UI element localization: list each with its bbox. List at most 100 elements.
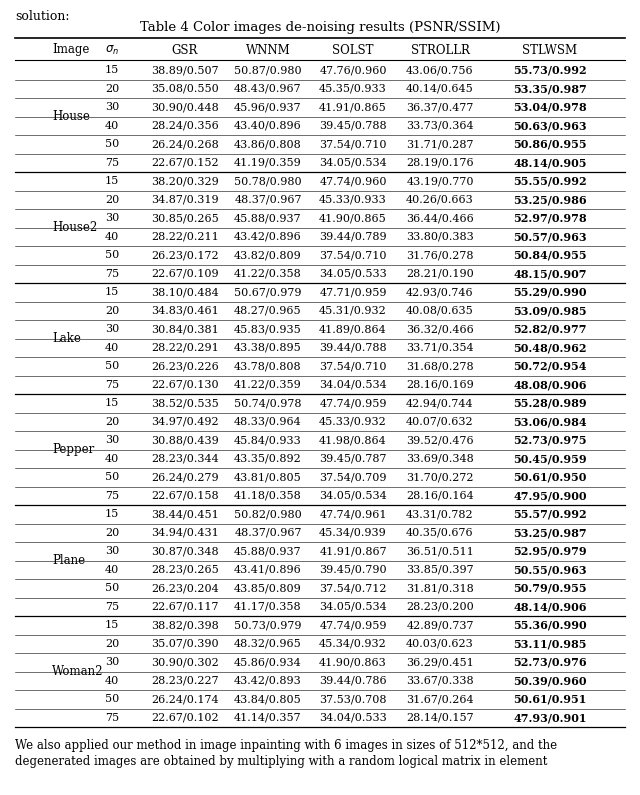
Text: 34.05/0.533: 34.05/0.533 [319, 269, 387, 279]
Text: 52.73/0.975: 52.73/0.975 [513, 435, 587, 446]
Text: 50.45/0.959: 50.45/0.959 [513, 453, 587, 464]
Text: 45.96/0.937: 45.96/0.937 [234, 103, 302, 112]
Text: 33.67/0.338: 33.67/0.338 [406, 676, 474, 686]
Text: 40: 40 [105, 343, 119, 353]
Text: 45.86/0.934: 45.86/0.934 [234, 657, 302, 667]
Text: 34.05/0.534: 34.05/0.534 [319, 157, 387, 168]
Text: 50.72/0.954: 50.72/0.954 [513, 361, 587, 372]
Text: 53.35/0.987: 53.35/0.987 [513, 83, 587, 95]
Text: 48.27/0.965: 48.27/0.965 [234, 306, 302, 316]
Text: 50.78/0.980: 50.78/0.980 [234, 176, 302, 186]
Text: 39.44/0.786: 39.44/0.786 [319, 676, 387, 686]
Text: 45.31/0.932: 45.31/0.932 [319, 306, 387, 316]
Text: 37.53/0.708: 37.53/0.708 [319, 694, 387, 704]
Text: 52.95/0.979: 52.95/0.979 [513, 545, 587, 556]
Text: 53.09/0.985: 53.09/0.985 [513, 305, 587, 316]
Text: 47.95/0.900: 47.95/0.900 [513, 491, 587, 502]
Text: 40: 40 [105, 232, 119, 242]
Text: We also applied our method in image inpainting with 6 images in sizes of 512*512: We also applied our method in image inpa… [15, 739, 557, 751]
Text: 34.05/0.534: 34.05/0.534 [319, 491, 387, 501]
Text: 15: 15 [105, 287, 119, 297]
Text: 26.23/0.226: 26.23/0.226 [151, 361, 219, 371]
Text: 34.04/0.533: 34.04/0.533 [319, 713, 387, 723]
Text: 28.23/0.344: 28.23/0.344 [151, 454, 219, 463]
Text: 43.06/0.756: 43.06/0.756 [406, 65, 474, 76]
Text: 22.67/0.130: 22.67/0.130 [151, 380, 219, 390]
Text: 55.28/0.989: 55.28/0.989 [513, 398, 587, 409]
Text: GSR: GSR [172, 44, 198, 56]
Text: 75: 75 [105, 269, 119, 279]
Text: 47.74/0.960: 47.74/0.960 [319, 176, 387, 186]
Text: 39.45/0.787: 39.45/0.787 [319, 454, 387, 463]
Text: 43.42/0.896: 43.42/0.896 [234, 232, 302, 242]
Text: 50.87/0.980: 50.87/0.980 [234, 65, 302, 76]
Text: 38.20/0.329: 38.20/0.329 [151, 176, 219, 186]
Text: 15: 15 [105, 398, 119, 409]
Text: 50.79/0.955: 50.79/0.955 [513, 583, 587, 594]
Text: 43.41/0.896: 43.41/0.896 [234, 564, 302, 575]
Text: 45.83/0.935: 45.83/0.935 [234, 324, 302, 334]
Text: 30: 30 [105, 546, 119, 556]
Text: 48.37/0.967: 48.37/0.967 [234, 195, 301, 205]
Text: 45.84/0.933: 45.84/0.933 [234, 435, 302, 445]
Text: 37.54/0.709: 37.54/0.709 [319, 472, 387, 483]
Text: 55.29/0.990: 55.29/0.990 [513, 287, 587, 298]
Text: 22.67/0.158: 22.67/0.158 [151, 491, 219, 501]
Text: 40.08/0.635: 40.08/0.635 [406, 306, 474, 316]
Text: 52.82/0.977: 52.82/0.977 [513, 324, 587, 335]
Text: 43.19/0.770: 43.19/0.770 [406, 176, 474, 186]
Text: 40.07/0.632: 40.07/0.632 [406, 417, 474, 427]
Text: 48.08/0.906: 48.08/0.906 [513, 379, 587, 390]
Text: Table 4 Color images de-noising results (PSNR/SSIM): Table 4 Color images de-noising results … [140, 21, 500, 34]
Text: 20: 20 [105, 417, 119, 427]
Text: 30.90/0.302: 30.90/0.302 [151, 657, 219, 667]
Text: 34.05/0.534: 34.05/0.534 [319, 602, 387, 611]
Text: 26.24/0.268: 26.24/0.268 [151, 139, 219, 149]
Text: 42.94/0.744: 42.94/0.744 [406, 398, 474, 409]
Text: 75: 75 [105, 713, 119, 723]
Text: 47.71/0.959: 47.71/0.959 [319, 287, 387, 297]
Text: 22.67/0.109: 22.67/0.109 [151, 269, 219, 279]
Text: 28.23/0.265: 28.23/0.265 [151, 564, 219, 575]
Text: 28.22/0.211: 28.22/0.211 [151, 232, 219, 242]
Text: 39.45/0.790: 39.45/0.790 [319, 564, 387, 575]
Text: 33.71/0.354: 33.71/0.354 [406, 343, 474, 353]
Text: 52.73/0.976: 52.73/0.976 [513, 657, 587, 668]
Text: 38.10/0.484: 38.10/0.484 [151, 287, 219, 297]
Text: 47.93/0.901: 47.93/0.901 [513, 712, 587, 723]
Text: 28.24/0.356: 28.24/0.356 [151, 121, 219, 130]
Text: 37.54/0.710: 37.54/0.710 [319, 250, 387, 260]
Text: 33.85/0.397: 33.85/0.397 [406, 564, 474, 575]
Text: 40.26/0.663: 40.26/0.663 [406, 195, 474, 205]
Text: 34.87/0.319: 34.87/0.319 [151, 195, 219, 205]
Text: 43.85/0.809: 43.85/0.809 [234, 584, 302, 593]
Text: 48.14/0.905: 48.14/0.905 [513, 157, 587, 169]
Text: WNNM: WNNM [246, 44, 291, 56]
Text: STROLLR: STROLLR [411, 44, 469, 56]
Text: 47.76/0.960: 47.76/0.960 [319, 65, 387, 76]
Text: 55.73/0.992: 55.73/0.992 [513, 64, 587, 76]
Text: 45.34/0.932: 45.34/0.932 [319, 638, 387, 649]
Text: 43.40/0.896: 43.40/0.896 [234, 121, 302, 130]
Text: 30: 30 [105, 103, 119, 112]
Text: 20: 20 [105, 306, 119, 316]
Text: 39.44/0.789: 39.44/0.789 [319, 232, 387, 242]
Text: 22.67/0.152: 22.67/0.152 [151, 157, 219, 168]
Text: 28.23/0.227: 28.23/0.227 [151, 676, 219, 686]
Text: 50.61/0.950: 50.61/0.950 [513, 471, 587, 483]
Text: 38.44/0.451: 38.44/0.451 [151, 510, 219, 519]
Text: 75: 75 [105, 157, 119, 168]
Text: 43.81/0.805: 43.81/0.805 [234, 472, 302, 483]
Text: 41.17/0.358: 41.17/0.358 [234, 602, 302, 611]
Text: 31.67/0.264: 31.67/0.264 [406, 694, 474, 704]
Text: 30.84/0.381: 30.84/0.381 [151, 324, 219, 334]
Text: 30: 30 [105, 657, 119, 667]
Text: 50.67/0.979: 50.67/0.979 [234, 287, 301, 297]
Text: 36.29/0.451: 36.29/0.451 [406, 657, 474, 667]
Text: 50.84/0.955: 50.84/0.955 [513, 250, 587, 261]
Text: 53.06/0.984: 53.06/0.984 [513, 417, 587, 427]
Text: 30: 30 [105, 213, 119, 223]
Text: 53.04/0.978: 53.04/0.978 [513, 102, 587, 113]
Text: $\sigma_n$: $\sigma_n$ [105, 44, 119, 56]
Text: 50: 50 [105, 694, 119, 704]
